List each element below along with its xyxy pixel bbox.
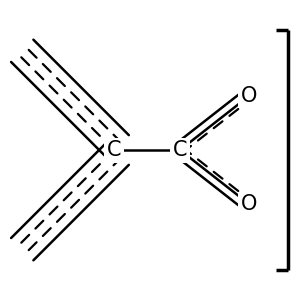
Text: O: O	[241, 86, 257, 106]
Text: C: C	[173, 140, 187, 160]
Text: C: C	[107, 140, 121, 160]
Text: O: O	[241, 194, 257, 214]
